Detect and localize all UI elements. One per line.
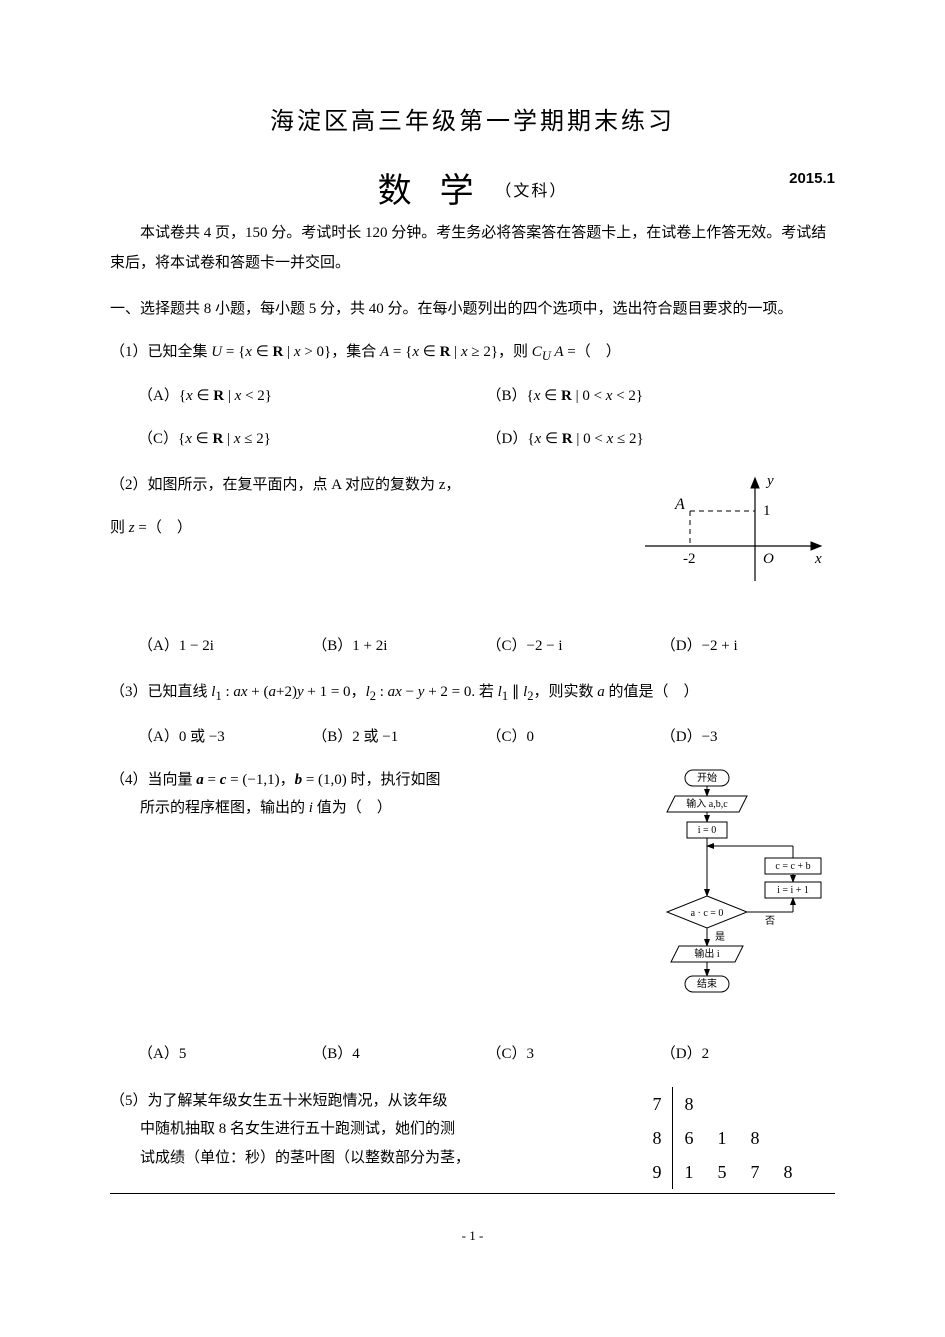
q2-stem2: 则 z =（ ） xyxy=(110,514,625,543)
leaf-9-1: 5 xyxy=(706,1155,739,1189)
flowchart-icon: 开始 输入 a,b,c i = 0 c = c + b i = i + 1 a … xyxy=(625,766,835,1016)
leaf-9-2: 7 xyxy=(739,1155,772,1189)
section-1-text: 一、选择题共 8 小题，每小题 5 分，共 40 分。在每小题列出的四个选项中，… xyxy=(110,301,793,317)
q2-opt-b: （B）1 + 2i xyxy=(312,632,486,661)
q2-stem1: （2）如图所示，在复平面内，点 A 对应的复数为 z， xyxy=(110,471,625,500)
q4-opt-b: （B）4 xyxy=(312,1040,486,1069)
fc-start: 开始 xyxy=(697,771,717,784)
origin-label: O xyxy=(763,551,774,567)
leaf-8-1: 1 xyxy=(706,1121,739,1155)
question-5: （5）为了解某年级女生五十米短跑情况，从该年级 中随机抽取 8 名女生进行五十跑… xyxy=(110,1087,835,1190)
complex-plane-icon: A 1 -2 O x y xyxy=(635,471,835,591)
fc-update-i: i = i + 1 xyxy=(777,885,809,896)
question-3: （3）已知直线 l1 : ax + (a+2)y + 1 = 0，l2 : ax… xyxy=(110,678,835,751)
leaf-9-0: 1 xyxy=(672,1155,706,1189)
q4-stem2: 所示的程序框图，输出的 i 值为（ ） xyxy=(110,794,615,823)
q1-opt-c: （C）{x ∈ R | x ≤ 2} xyxy=(138,425,487,454)
fc-yes: 是 xyxy=(715,931,725,943)
y-tick-1: 1 xyxy=(763,503,771,519)
section-1-head: 一、选择题共 8 小题，每小题 5 分，共 40 分。在每小题列出的四个选项中，… xyxy=(133,294,836,324)
x-axis-label: x xyxy=(814,551,822,567)
y-axis-label: y xyxy=(765,473,774,489)
fc-cond: a · c = 0 xyxy=(691,908,724,919)
fc-input: 输入 a,b,c xyxy=(686,797,728,810)
q4-opt-c: （C）3 xyxy=(487,1040,661,1069)
q2-opt-d: （D）−2 + i xyxy=(661,632,835,661)
q4-stem1: （4）当向量 a = c = (−1,1)，b = (1,0) 时，执行如图 xyxy=(110,766,615,795)
q3-opt-d: （D）−3 xyxy=(661,723,835,752)
q3-opt-c: （C）0 xyxy=(487,723,661,752)
question-4: （4）当向量 a = c = (−1,1)，b = (1,0) 时，执行如图 所… xyxy=(110,766,835,1027)
fc-no: 否 xyxy=(765,915,775,927)
q1-opt-a: （A）{x ∈ R | x < 2} xyxy=(138,382,487,411)
title-sub-row: 数学 （文科） 2015.1 xyxy=(110,160,835,200)
stemleaf-row-3: 9 1 5 7 8 xyxy=(641,1155,805,1189)
q1-options: （A）{x ∈ R | x < 2} （B）{x ∈ R | 0 < x < 2… xyxy=(138,382,835,411)
question-2: （2）如图所示，在复平面内，点 A 对应的复数为 z， 则 z =（ ） A 1… xyxy=(110,471,835,602)
fc-init: i = 0 xyxy=(698,825,716,836)
q4-opt-d: （D）2 xyxy=(661,1040,835,1069)
q3-options: （A）0 或 −3 （B）2 或 −1 （C）0 （D）−3 xyxy=(138,723,835,752)
question-1: （1）已知全集 U = {x ∈ R | x > 0}，集合 A = {x ∈ … xyxy=(110,338,835,454)
leaf-9-3: 8 xyxy=(772,1155,805,1189)
stemleaf-row-2: 8 6 1 8 xyxy=(641,1121,805,1155)
stemleaf-table: 7 8 8 6 1 8 9 1 5 7 8 xyxy=(641,1087,806,1190)
q5-stem3: 试成绩（单位：秒）的茎叶图（以整数部分为茎， xyxy=(110,1144,611,1173)
point-A-label: A xyxy=(674,496,685,513)
stem-8: 8 xyxy=(641,1121,673,1155)
title-track: （文科） xyxy=(495,183,567,200)
date-tag: 2015.1 xyxy=(789,165,835,194)
q2-figure: A 1 -2 O x y xyxy=(635,471,835,602)
q5-stem1: （5）为了解某年级女生五十米短跑情况，从该年级 xyxy=(110,1087,611,1116)
x-tick-neg2: -2 xyxy=(683,551,696,567)
q4-opt-a: （A）5 xyxy=(138,1040,312,1069)
stemleaf-row-1: 7 8 xyxy=(641,1087,805,1121)
q3-opt-a: （A）0 或 −3 xyxy=(138,723,312,752)
fc-end: 结束 xyxy=(697,977,717,990)
leaf-7-0: 8 xyxy=(672,1087,706,1121)
q1-opt-d: （D）{x ∈ R | 0 < x ≤ 2} xyxy=(487,425,836,454)
q4-options: （A）5 （B）4 （C）3 （D）2 xyxy=(138,1040,835,1069)
title-subject: 数学 xyxy=(378,160,502,225)
q5-stem2: 中随机抽取 8 名女生进行五十跑测试，她们的测 xyxy=(110,1115,611,1144)
footer-line xyxy=(110,1193,835,1194)
leaf-8-2: 8 xyxy=(739,1121,772,1155)
page-number: - 1 - xyxy=(110,1224,835,1249)
q3-opt-b: （B）2 或 −1 xyxy=(312,723,486,752)
q3-stem: （3）已知直线 l1 : ax + (a+2)y + 1 = 0，l2 : ax… xyxy=(110,678,835,709)
q5-stemleaf: 7 8 8 6 1 8 9 1 5 7 8 xyxy=(621,1087,806,1190)
q1-opt-b: （B）{x ∈ R | 0 < x < 2} xyxy=(487,382,836,411)
q1-options-2: （C）{x ∈ R | x ≤ 2} （D）{x ∈ R | 0 < x ≤ 2… xyxy=(138,425,835,454)
q2-opt-c: （C）−2 − i xyxy=(487,632,661,661)
stem-7: 7 xyxy=(641,1087,673,1121)
q1-stem: （1）已知全集 U = {x ∈ R | x > 0}，集合 A = {x ∈ … xyxy=(110,338,835,369)
stem-9: 9 xyxy=(641,1155,673,1189)
q2-opt-a: （A）1 − 2i xyxy=(138,632,312,661)
leaf-8-0: 6 xyxy=(672,1121,706,1155)
q2-options: （A）1 − 2i （B）1 + 2i （C）−2 − i （D）−2 + i xyxy=(138,632,835,661)
title-main: 海淀区高三年级第一学期期末练习 xyxy=(110,100,835,146)
fc-update-c: c = c + b xyxy=(775,861,810,872)
q4-flowchart: 开始 输入 a,b,c i = 0 c = c + b i = i + 1 a … xyxy=(625,766,835,1027)
exam-intro: 本试卷共 4 页，150 分。考试时长 120 分钟。考生务必将答案答在答题卡上… xyxy=(110,218,835,278)
fc-output: 输出 i xyxy=(694,947,720,960)
